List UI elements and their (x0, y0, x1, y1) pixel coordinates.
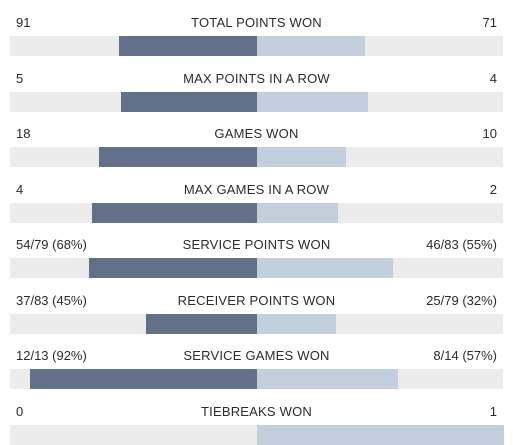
stat-bar-track (10, 314, 503, 334)
player2-value: 4 (489, 71, 497, 86)
player1-value: 37/83 (45%) (16, 293, 87, 308)
player1-value: 0 (16, 404, 24, 419)
stat-bar-track (10, 92, 503, 112)
player2-value: 1 (489, 404, 497, 419)
stat-row-max-points-in-a-row: 5 MAX POINTS IN A ROW 4 (0, 70, 513, 112)
player2-bar (256, 147, 346, 167)
player1-value: 18 (16, 126, 31, 141)
stat-bar-track (10, 425, 504, 445)
player2-bar (256, 369, 398, 389)
stat-label: SERVICE GAMES WON (183, 348, 330, 363)
stat-bar-track (10, 203, 503, 223)
stat-label: TOTAL POINTS WON (191, 15, 322, 30)
stat-row-tiebreaks-won: 0 TIEBREAKS WON 1 (0, 403, 513, 445)
stat-bar-track (10, 36, 503, 56)
stat-label: GAMES WON (214, 126, 299, 141)
stat-row-total-points-won: 91 TOTAL POINTS WON 71 (0, 14, 513, 56)
stat-row-receiver-points-won: 37/83 (45%) RECEIVER POINTS WON 25/79 (3… (0, 292, 513, 334)
stat-label: TIEBREAKS WON (201, 404, 312, 419)
stat-row-service-points-won: 54/79 (68%) SERVICE POINTS WON 46/83 (55… (0, 236, 513, 278)
stat-bar-track (10, 369, 503, 389)
stat-label: MAX POINTS IN A ROW (183, 71, 330, 86)
player2-bar (256, 314, 336, 334)
player1-bar (120, 92, 257, 112)
player2-value: 71 (482, 15, 497, 30)
stat-label: SERVICE POINTS WON (182, 237, 331, 252)
player1-bar (98, 147, 257, 167)
player1-bar (91, 203, 257, 223)
stat-row-service-games-won: 12/13 (92%) SERVICE GAMES WON 8/14 (57%) (0, 347, 513, 389)
player1-value: 91 (16, 15, 31, 30)
player2-value: 25/79 (32%) (426, 293, 497, 308)
player1-value: 4 (16, 182, 24, 197)
player2-bar (256, 36, 365, 56)
player1-value: 5 (16, 71, 24, 86)
player1-bar (145, 314, 257, 334)
player2-bar (256, 258, 393, 278)
player2-value: 2 (489, 182, 497, 197)
stat-row-max-games-in-a-row: 4 MAX GAMES IN A ROW 2 (0, 181, 513, 223)
player1-bar (88, 258, 257, 278)
stat-bar-track (10, 258, 503, 278)
stat-label: MAX GAMES IN A ROW (183, 182, 330, 197)
player1-bar (118, 36, 257, 56)
player2-bar (256, 425, 504, 445)
player1-value: 12/13 (92%) (16, 348, 87, 363)
stat-row-games-won: 18 GAMES WON 10 (0, 125, 513, 167)
stat-label: RECEIVER POINTS WON (177, 293, 336, 308)
player2-bar (256, 92, 368, 112)
player2-value: 46/83 (55%) (426, 237, 497, 252)
player2-bar (256, 203, 338, 223)
player2-value: 10 (482, 126, 497, 141)
player2-value: 8/14 (57%) (433, 348, 497, 363)
player1-bar (29, 369, 257, 389)
player1-value: 54/79 (68%) (16, 237, 87, 252)
stat-bar-track (10, 147, 503, 167)
